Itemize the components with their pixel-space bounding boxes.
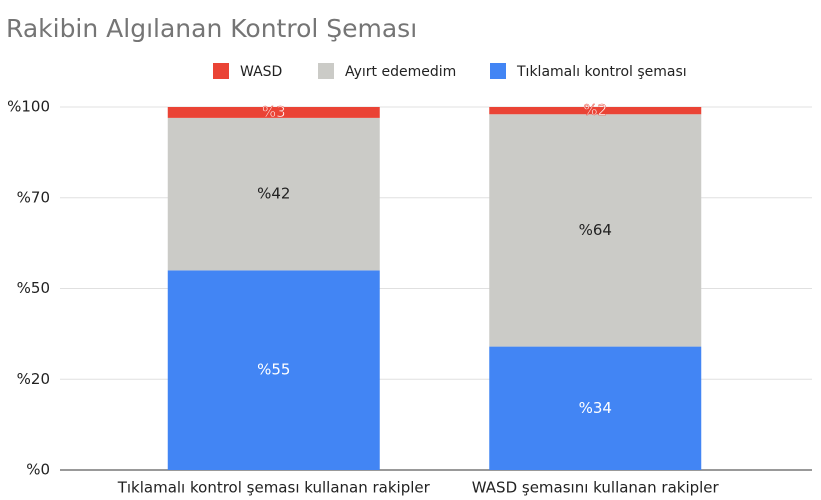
legend-swatch <box>318 63 334 79</box>
bar-segment <box>489 346 702 470</box>
data-label: %3 <box>262 103 286 121</box>
data-label: %42 <box>257 185 290 203</box>
x-tick-label: Tıklamalı kontrol şeması kullanan rakipl… <box>117 479 431 497</box>
bar-segment <box>489 107 702 115</box>
data-label: %2 <box>583 101 607 119</box>
legend-label: Tıklamalı kontrol şeması <box>516 64 687 80</box>
legend-label: WASD <box>240 64 282 80</box>
data-label: %64 <box>579 221 612 239</box>
y-tick-label: %20 <box>17 370 50 388</box>
data-label: %34 <box>579 399 612 417</box>
legend-label: Ayırt edemedim <box>345 64 456 80</box>
bar-segment <box>489 114 702 347</box>
y-tick-label: %100 <box>7 98 50 116</box>
x-tick-label: WASD şemasını kullanan rakipler <box>472 479 720 497</box>
bar-segment <box>167 117 380 271</box>
legend-swatch <box>213 63 229 79</box>
y-tick-label: %0 <box>26 461 50 479</box>
chart-title: Rakibin Algılanan Kontrol Şeması <box>6 14 417 43</box>
y-tick-label: %50 <box>17 279 50 297</box>
data-label: %55 <box>257 361 290 379</box>
y-tick-label: %70 <box>17 188 50 206</box>
bar-segment <box>167 107 380 118</box>
bar-segment <box>167 270 380 470</box>
legend-swatch <box>490 63 506 79</box>
